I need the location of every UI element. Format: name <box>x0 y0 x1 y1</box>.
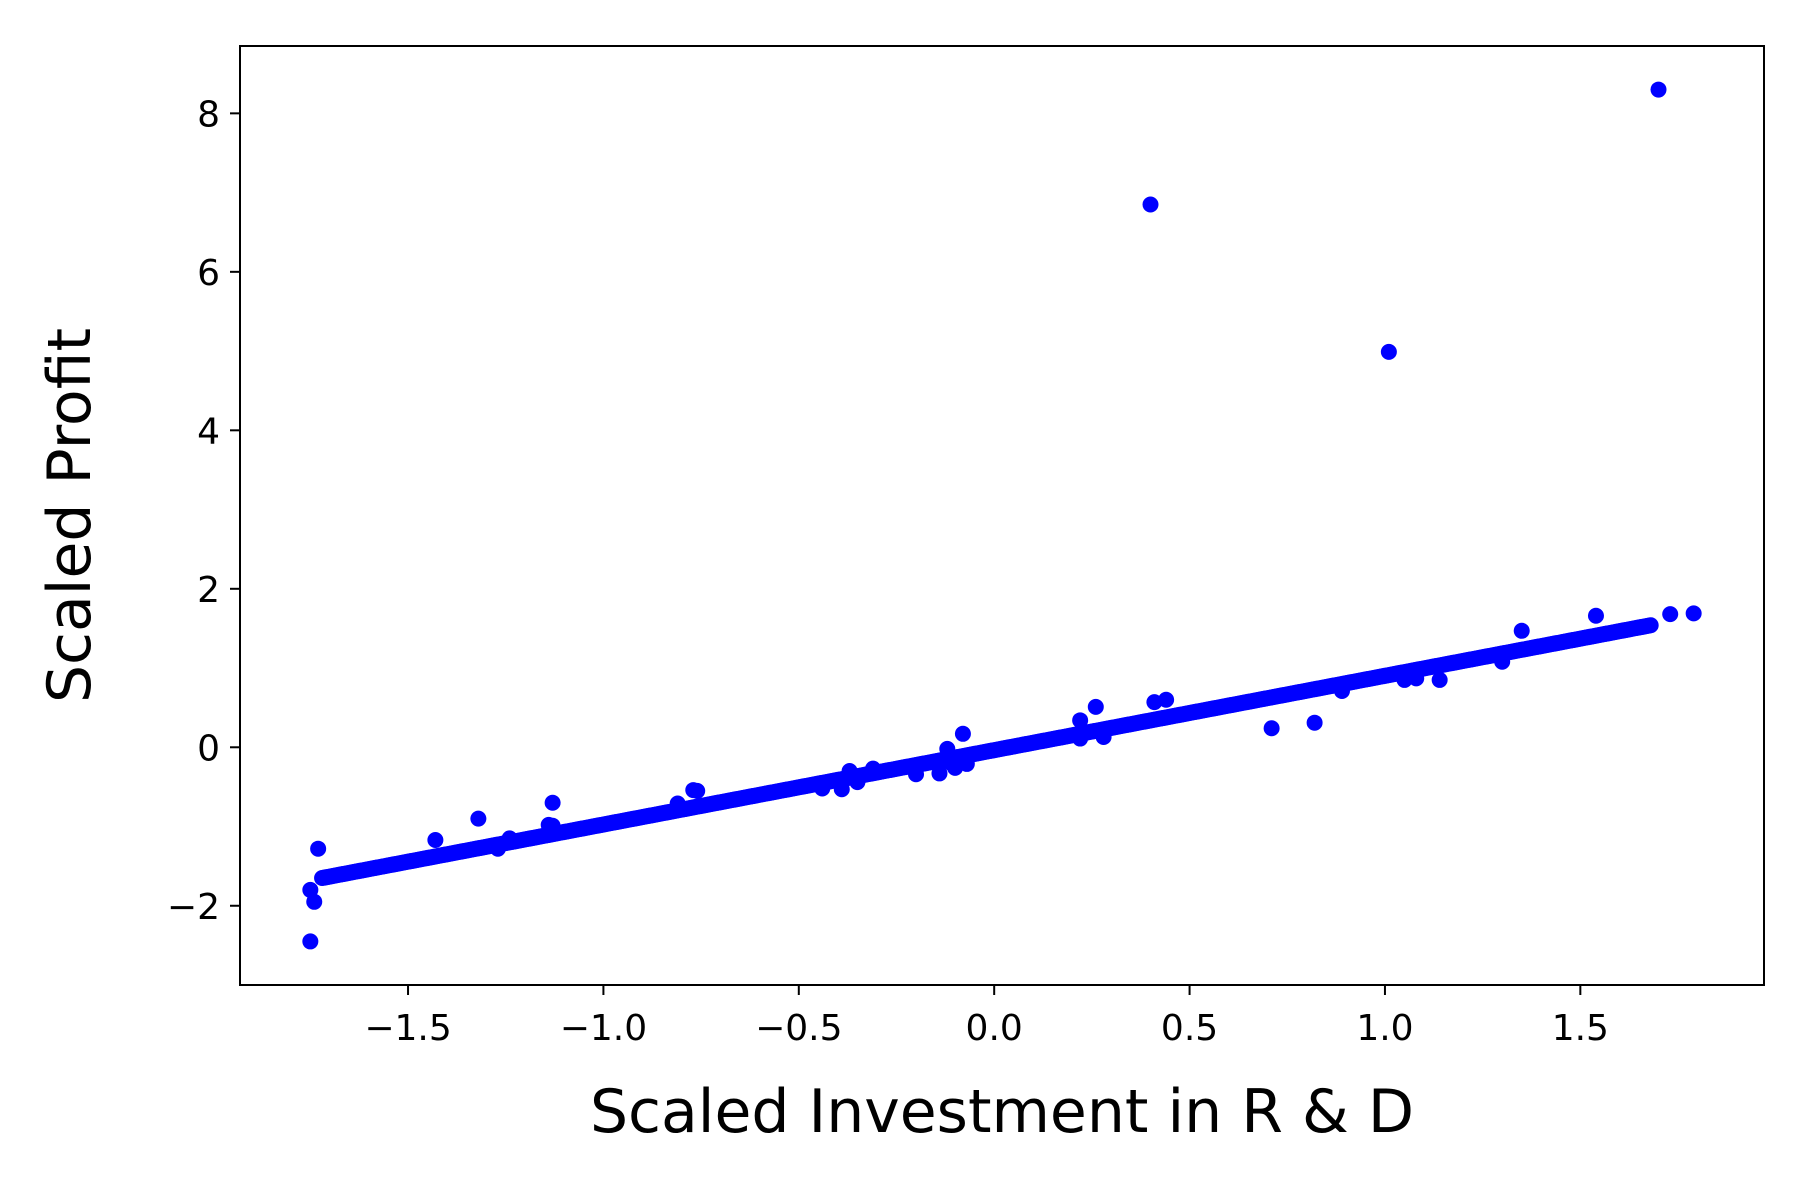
data-point <box>1662 606 1679 623</box>
x-tick-label: 0.5 <box>1161 1008 1218 1049</box>
x-tick-label: −1.0 <box>560 1008 647 1049</box>
data-point <box>1494 653 1511 670</box>
data-point <box>1431 671 1448 688</box>
data-point <box>1380 343 1397 360</box>
y-tick-label: −2 <box>167 887 220 928</box>
y-tick-label: 2 <box>197 570 220 611</box>
data-point <box>931 765 948 782</box>
data-point <box>1072 712 1089 729</box>
data-point <box>1685 605 1702 622</box>
data-point <box>908 766 925 783</box>
data-point <box>1650 81 1667 98</box>
data-point <box>833 781 850 798</box>
data-point <box>1333 683 1350 700</box>
data-point <box>1263 720 1280 737</box>
plot-frame <box>239 45 1765 986</box>
x-tick-label: −1.5 <box>364 1008 451 1049</box>
data-point <box>1158 691 1175 708</box>
ticks-layer: −1.5 −1.0 −0.5 0.0 0.5 1.0 1.5 −2 0 2 4 6 8 <box>167 94 1609 1049</box>
y-axis-label: Scaled Profit <box>35 328 105 703</box>
data-point <box>689 782 706 799</box>
data-point <box>489 840 506 857</box>
data-point <box>958 755 975 772</box>
data-point <box>865 760 882 777</box>
trend-point <box>1642 617 1659 634</box>
data-point <box>669 795 686 812</box>
data-point <box>544 817 561 834</box>
points-layer <box>302 81 1702 950</box>
data-point <box>954 725 971 742</box>
data-point <box>470 810 487 827</box>
y-tick-label: 8 <box>197 94 220 135</box>
y-tick-label: 0 <box>197 728 220 769</box>
data-point <box>1396 671 1413 688</box>
data-point <box>849 774 866 791</box>
data-point <box>814 780 831 797</box>
data-point <box>427 831 444 848</box>
data-point <box>841 763 858 780</box>
data-point <box>306 893 323 910</box>
data-point <box>1408 670 1425 687</box>
data-point <box>1142 196 1159 213</box>
data-point <box>1513 622 1530 639</box>
data-point <box>310 840 327 857</box>
data-point <box>1072 730 1089 747</box>
x-tick-label: 0.0 <box>966 1008 1023 1049</box>
y-tick-label: 6 <box>197 253 220 294</box>
x-tick-label: −0.5 <box>755 1008 842 1049</box>
data-point <box>544 794 561 811</box>
x-tick-label: 1.5 <box>1552 1008 1609 1049</box>
data-point <box>1306 714 1323 731</box>
x-tick-label: 1.0 <box>1356 1008 1413 1049</box>
data-point <box>1095 728 1112 745</box>
data-point <box>1087 698 1104 715</box>
data-point <box>939 740 956 757</box>
data-point <box>1587 607 1604 624</box>
data-point <box>501 830 518 847</box>
data-point <box>302 933 319 950</box>
x-axis-label: Scaled Investment in R & D <box>590 1077 1414 1147</box>
y-tick-label: 4 <box>197 411 220 452</box>
